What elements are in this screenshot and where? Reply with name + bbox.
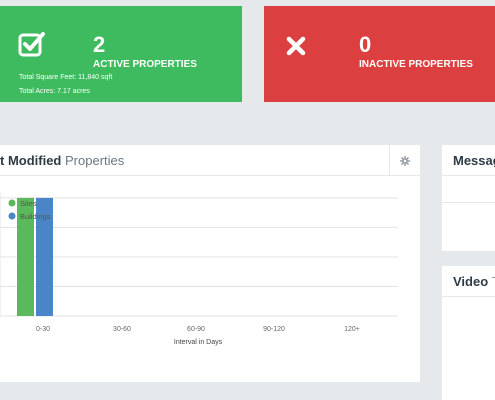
panel-title-bold: t Modified: [0, 153, 62, 168]
active-properties-card[interactable]: 2 ACTIVE PROPERTIES Total Square Feet: 1…: [0, 6, 242, 102]
video-panel: Video T: [442, 266, 495, 400]
x-tick-label: 120+: [344, 326, 360, 333]
legend-label-sites: Sites: [20, 199, 37, 208]
inactive-label: INACTIVE PROPERTIES: [359, 59, 473, 70]
x-icon: [286, 36, 306, 56]
messages-panel: Messag: [442, 145, 495, 251]
active-label: ACTIVE PROPERTIES: [93, 59, 197, 70]
last-modified-chart: 0-30 30-60 60-90 90-120 120+ Interval in Days…: [0, 192, 398, 346]
x-tick-label: 0-30: [36, 326, 50, 333]
inactive-count: 0: [359, 32, 372, 57]
panel-title-light: Properties: [65, 153, 125, 168]
inactive-properties-card[interactable]: 0 INACTIVE PROPERTIES: [264, 6, 495, 102]
video-header: Video T: [442, 266, 495, 297]
panel-title: t Modified Properties: [0, 153, 124, 168]
video-title-bold: Video: [453, 274, 489, 289]
settings-button[interactable]: [389, 145, 420, 176]
legend-label-buildings: Buildings: [20, 212, 51, 221]
video-title-light: T: [492, 274, 495, 289]
messages-title: Messag: [453, 153, 495, 168]
bar-buildings-0-30: [36, 197, 53, 316]
last-modified-panel: t Modified Properties 0-30 30-60 60-90 90-1…: [0, 145, 420, 382]
video-title: Video T: [453, 274, 495, 289]
bar-sites-0-30: [17, 197, 34, 316]
checkbox-icon: [18, 32, 45, 57]
total-square-feet: Total Square Feet: 11,840 sqft: [19, 74, 113, 81]
messages-divider: [442, 202, 495, 203]
gear-icon: [400, 155, 410, 166]
legend-swatch-sites: [8, 199, 16, 207]
x-tick-label: 90-120: [263, 326, 285, 333]
messages-header: Messag: [442, 145, 495, 176]
legend-swatch-buildings: [8, 212, 16, 220]
total-acres: Total Acres: 7.17 acres: [19, 88, 90, 95]
active-count: 2: [93, 32, 106, 57]
panel-header: t Modified Properties: [0, 145, 420, 176]
x-tick-label: 60-90: [187, 326, 205, 333]
x-axis-label: Interval in Days: [174, 339, 223, 346]
x-tick-label: 30-60: [113, 326, 131, 333]
